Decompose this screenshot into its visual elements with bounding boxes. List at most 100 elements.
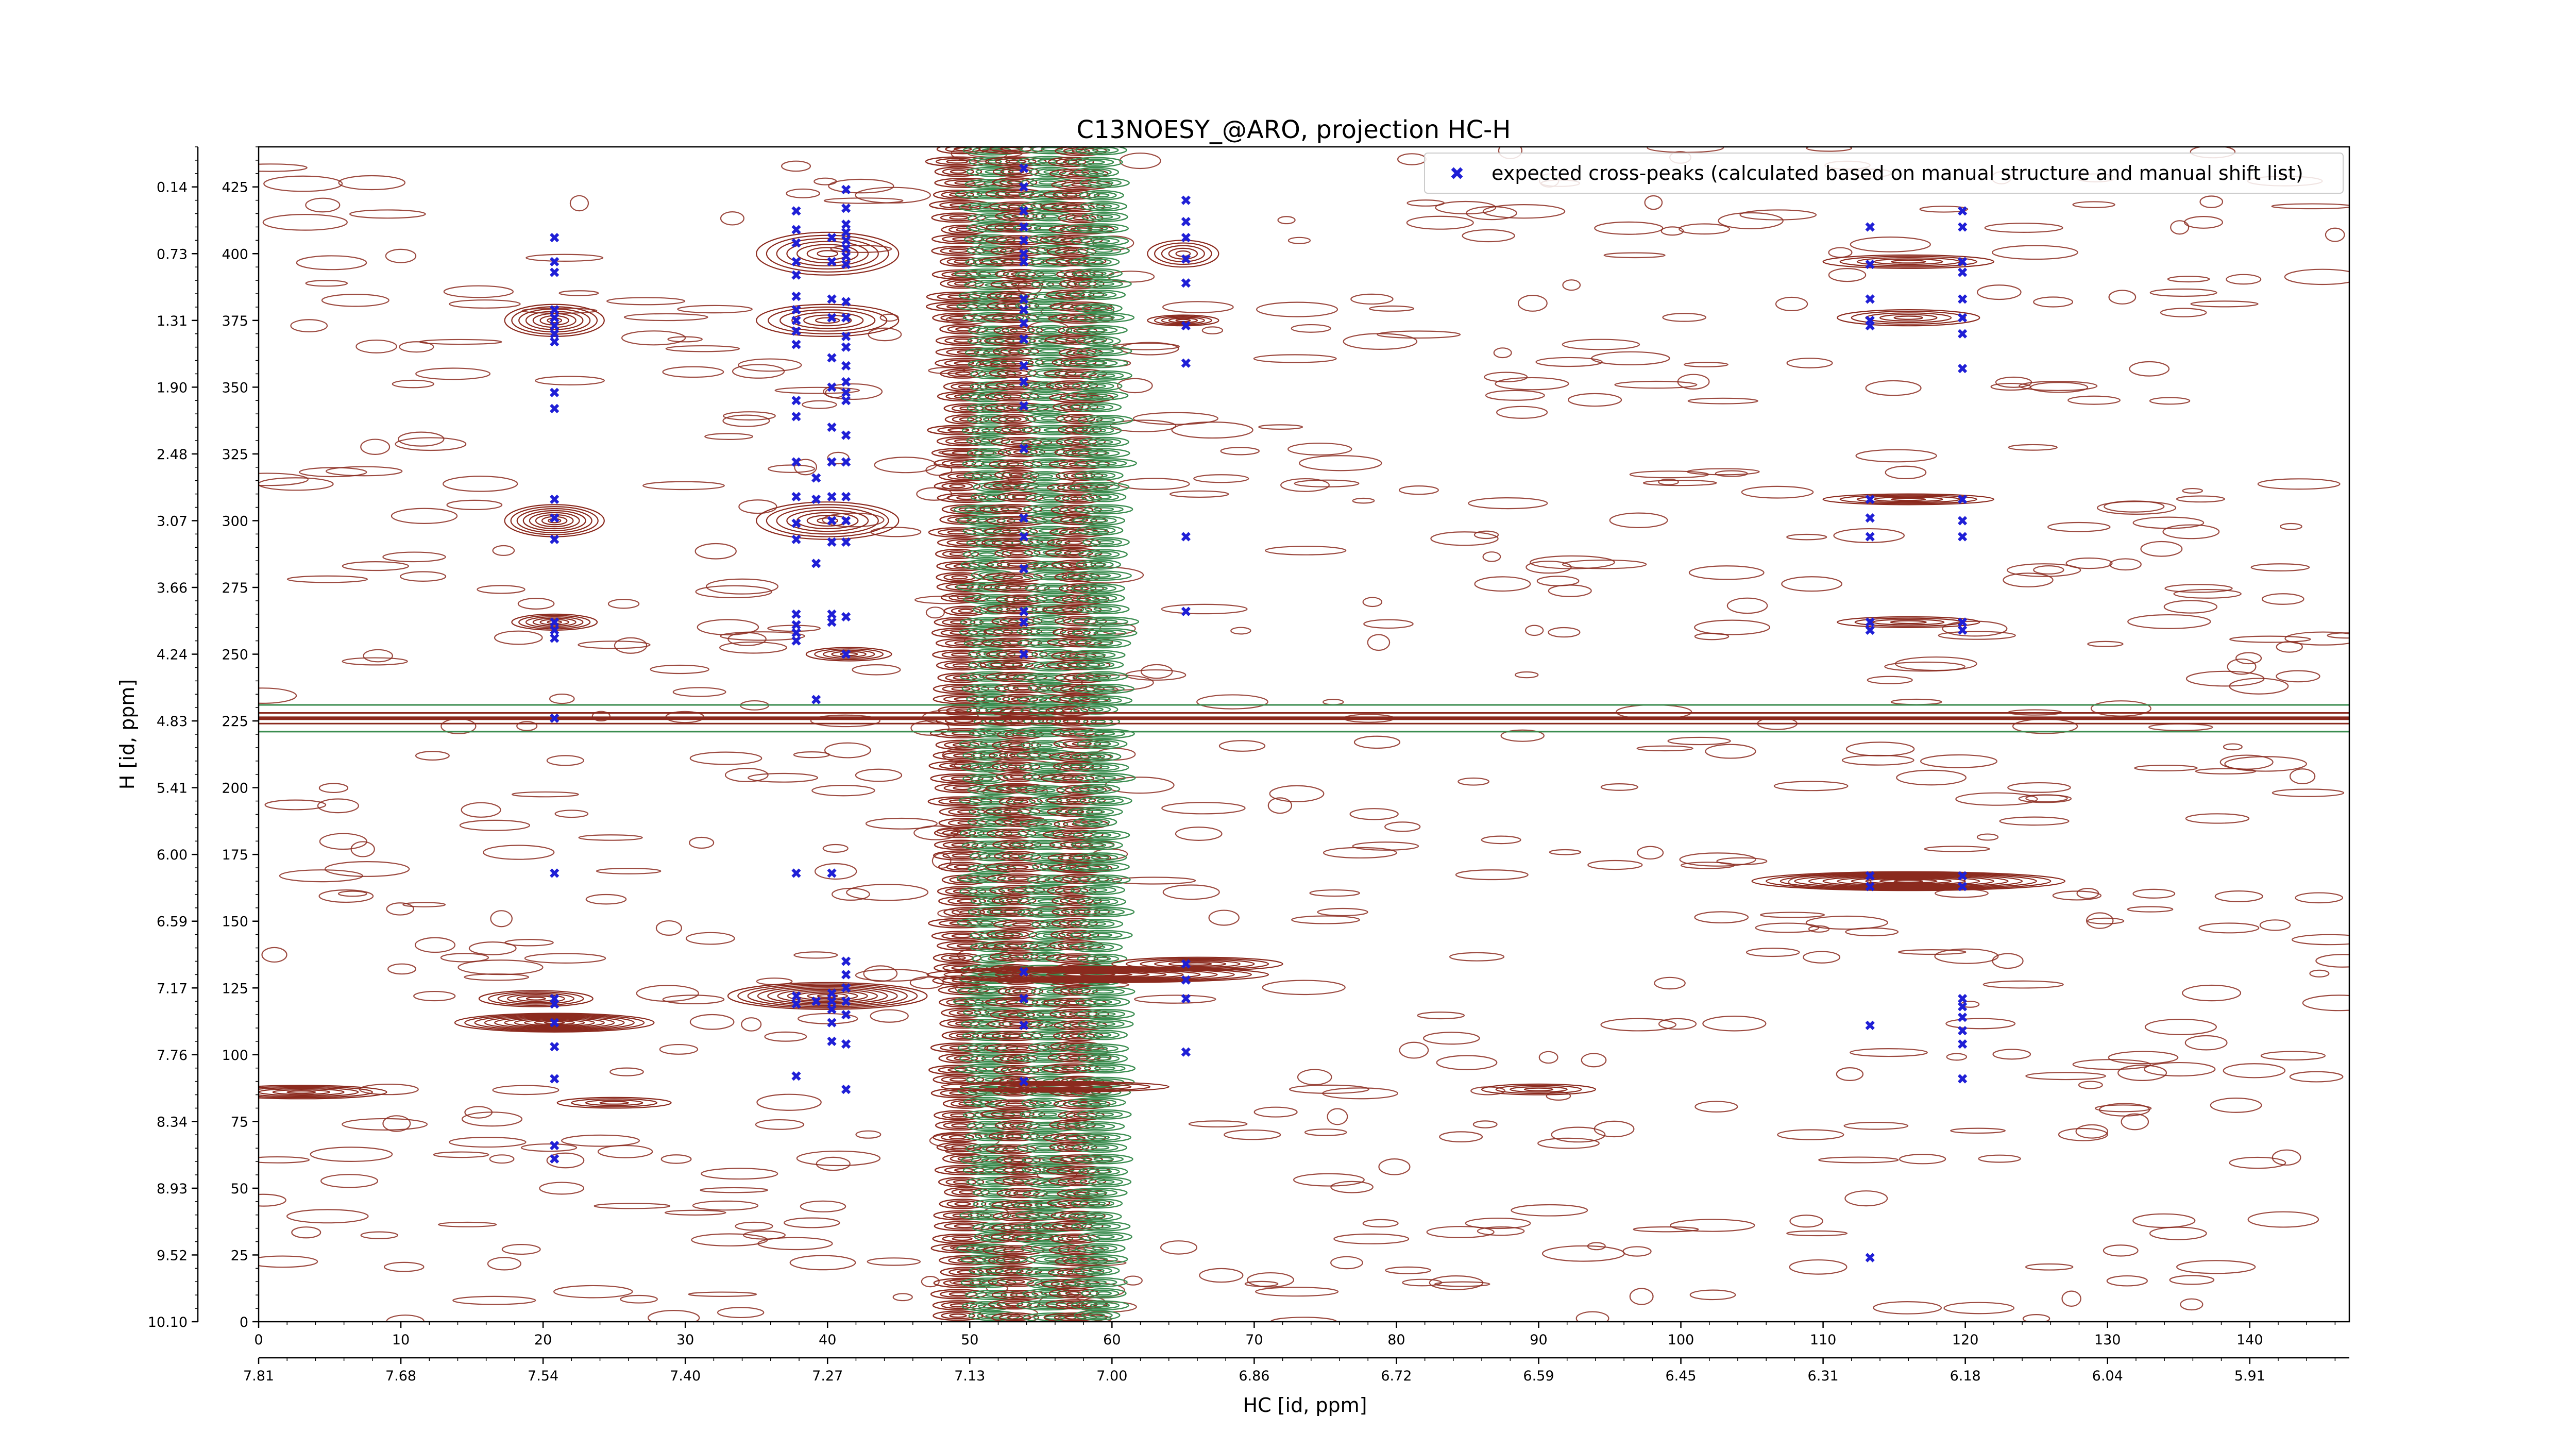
stripe-contour — [1052, 627, 1098, 638]
stripe-contour — [1089, 586, 1108, 591]
stripe-contour — [995, 1101, 1037, 1108]
noise-contour — [1110, 419, 1177, 432]
noise-contour — [1267, 797, 1293, 814]
noise-contour — [735, 1221, 773, 1231]
noise-contour — [433, 1151, 489, 1158]
peak-contour — [1891, 497, 1926, 501]
peak-contour — [1523, 1087, 1554, 1091]
stripe-contour — [942, 685, 980, 693]
stripe-contour — [1006, 238, 1028, 243]
stripe-contour — [1036, 629, 1057, 634]
cross-peak-marker — [811, 695, 821, 704]
noise-contour — [2121, 1113, 2149, 1131]
stripe-contour — [934, 617, 984, 628]
cross-peak-marker — [841, 342, 851, 352]
noise-contour — [305, 280, 348, 287]
noise-contour — [614, 637, 648, 654]
noise-contour — [319, 833, 367, 850]
stripe-contour — [937, 426, 980, 434]
stripe-contour — [1090, 1303, 1110, 1308]
stripe-contour — [980, 1189, 1011, 1197]
noise-contour — [1117, 378, 1153, 394]
stripe-contour — [1086, 810, 1105, 814]
cross-peak-marker — [1181, 321, 1191, 331]
noise-contour — [2149, 1226, 2207, 1240]
y-tick-label-5: 125 — [222, 981, 248, 997]
noise-contour — [1594, 221, 1664, 235]
stripe-contour — [980, 438, 996, 443]
stripe-contour — [944, 337, 982, 345]
noise-contour — [2162, 524, 2220, 540]
stripe-contour — [1001, 1112, 1024, 1117]
noise-contour — [822, 844, 849, 853]
stripe-contour — [1074, 359, 1118, 367]
noise-contour — [1716, 857, 1768, 865]
stripe-contour — [992, 839, 1042, 850]
noise-contour — [2325, 227, 2345, 242]
cross-peak-marker — [827, 382, 837, 392]
noise-contour — [1352, 497, 1375, 504]
cross-peak-marker — [791, 1071, 801, 1081]
stripe-contour — [1061, 776, 1084, 781]
stripe-contour — [1005, 1302, 1024, 1307]
cross-peak-marker — [827, 537, 837, 547]
noise-contour — [2025, 1072, 2106, 1081]
stripe-contour — [984, 328, 1002, 333]
noise-contour — [526, 254, 604, 262]
stripe-contour — [1077, 953, 1128, 964]
stripe-contour — [1064, 372, 1087, 376]
stripe-contour — [977, 562, 994, 567]
noise-contour — [2149, 288, 2217, 297]
noise-contour — [1896, 769, 1967, 786]
peak-contour — [817, 250, 839, 258]
stripe-contour — [968, 987, 1011, 995]
stripe-contour — [1040, 773, 1105, 784]
noise-contour — [688, 1291, 757, 1297]
noise-contour — [464, 1106, 493, 1119]
stripe-contour — [1037, 899, 1059, 904]
cross-peak-marker — [791, 225, 801, 234]
noise-contour — [1718, 212, 1784, 229]
stripe-contour — [1007, 1013, 1026, 1017]
stripe-contour — [1084, 594, 1117, 602]
noise-contour — [524, 953, 606, 964]
stripe-contour — [1077, 245, 1130, 256]
stripe-contour — [1029, 473, 1061, 480]
cross-peak-marker — [1181, 254, 1191, 264]
stripe-contour — [949, 1313, 967, 1318]
noise-contour — [1472, 1120, 1498, 1128]
noise-contour — [1654, 976, 1686, 990]
stripe-contour — [971, 471, 1005, 479]
stripe-contour — [1010, 1225, 1031, 1230]
cross-peak-marker — [841, 204, 851, 213]
stripe-contour — [1004, 1269, 1024, 1274]
noise-contour — [1845, 927, 1899, 937]
stripe-contour — [971, 751, 1007, 760]
noise-contour — [925, 464, 953, 476]
noise-contour — [342, 561, 410, 571]
noise-contour — [591, 711, 611, 721]
stripe-contour — [962, 1031, 1021, 1041]
stripe-contour — [959, 909, 977, 915]
stripe-contour — [1084, 1124, 1106, 1129]
noise-contour — [2144, 1062, 2216, 1077]
stripe-contour — [1025, 1211, 1066, 1219]
cross-peak-marker — [841, 220, 851, 229]
noise-contour — [2295, 892, 2344, 904]
stripe-contour — [984, 335, 1046, 346]
stripe-contour — [1061, 1032, 1095, 1040]
stripe-contour — [977, 383, 1008, 391]
stripe-contour — [984, 1134, 1005, 1138]
noise-contour — [2190, 300, 2259, 308]
stripe-contour — [1057, 1143, 1090, 1151]
legend-box — [1424, 153, 2344, 194]
y-ppm-tick-label-2: 8.93 — [157, 1181, 188, 1197]
noise-contour — [1330, 1256, 1363, 1270]
y-ppm-tick-label-0: 10.10 — [148, 1315, 188, 1330]
stripe-contour — [947, 897, 987, 905]
stripe-contour — [1088, 1178, 1123, 1186]
stripe-contour — [998, 203, 1036, 210]
stripe-contour — [954, 361, 975, 365]
cross-peak-marker — [1019, 182, 1029, 192]
stripe-contour — [1041, 147, 1063, 151]
